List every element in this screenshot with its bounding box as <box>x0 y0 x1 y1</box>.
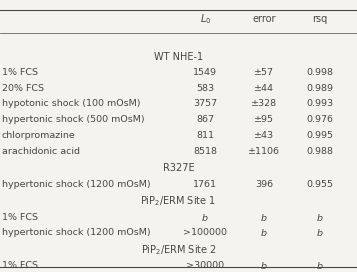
Text: 0.993: 0.993 <box>306 99 333 109</box>
Text: $b$: $b$ <box>260 260 268 271</box>
Text: $L_0$: $L_0$ <box>200 12 211 26</box>
Text: 20% FCS: 20% FCS <box>2 84 44 93</box>
Text: hypertonic shock (500 mOsM): hypertonic shock (500 mOsM) <box>2 115 145 124</box>
Text: PiP$_2$/ERM Site 2: PiP$_2$/ERM Site 2 <box>141 243 216 257</box>
Text: error: error <box>252 14 276 24</box>
Text: ±43: ±43 <box>254 131 274 140</box>
Text: 1% FCS: 1% FCS <box>2 68 38 77</box>
Text: $b$: $b$ <box>316 227 323 238</box>
Text: 1% FCS: 1% FCS <box>2 212 38 222</box>
Text: 867: 867 <box>196 115 214 124</box>
Text: ±1106: ±1106 <box>248 147 280 156</box>
Text: hypotonic shock (100 mOsM): hypotonic shock (100 mOsM) <box>2 99 140 109</box>
Text: WT NHE-1: WT NHE-1 <box>154 52 203 61</box>
Text: ±44: ±44 <box>254 84 274 93</box>
Text: 0.976: 0.976 <box>306 115 333 124</box>
Text: >30000: >30000 <box>186 261 224 270</box>
Text: >100000: >100000 <box>183 228 227 237</box>
Text: 0.995: 0.995 <box>306 131 333 140</box>
Text: $b$: $b$ <box>260 212 268 222</box>
Text: 583: 583 <box>196 84 214 93</box>
Text: 1549: 1549 <box>193 68 217 77</box>
Text: 0.998: 0.998 <box>306 68 333 77</box>
Text: 8518: 8518 <box>193 147 217 156</box>
Text: 1761: 1761 <box>193 180 217 189</box>
Text: $b$: $b$ <box>201 212 209 222</box>
Text: 0.955: 0.955 <box>306 180 333 189</box>
Text: hypertonic shock (1200 mOsM): hypertonic shock (1200 mOsM) <box>2 180 150 189</box>
Text: ±328: ±328 <box>251 99 277 109</box>
Text: PiP$_2$/ERM Site 1: PiP$_2$/ERM Site 1 <box>141 194 216 208</box>
Text: ±57: ±57 <box>254 68 274 77</box>
Text: ±95: ±95 <box>254 115 274 124</box>
Text: $b$: $b$ <box>260 227 268 238</box>
Text: rsq: rsq <box>312 14 327 24</box>
Text: 3757: 3757 <box>193 99 217 109</box>
Text: 811: 811 <box>196 131 214 140</box>
Text: 396: 396 <box>255 180 273 189</box>
Text: chlorpromazine: chlorpromazine <box>2 131 76 140</box>
Text: 1% FCS: 1% FCS <box>2 261 38 270</box>
Text: $b$: $b$ <box>316 260 323 271</box>
Text: arachidonic acid: arachidonic acid <box>2 147 80 156</box>
Text: $b$: $b$ <box>316 212 323 222</box>
Text: R327E: R327E <box>163 163 194 173</box>
Text: hypertonic shock (1200 mOsM): hypertonic shock (1200 mOsM) <box>2 228 150 237</box>
Text: 0.989: 0.989 <box>306 84 333 93</box>
Text: 0.988: 0.988 <box>306 147 333 156</box>
